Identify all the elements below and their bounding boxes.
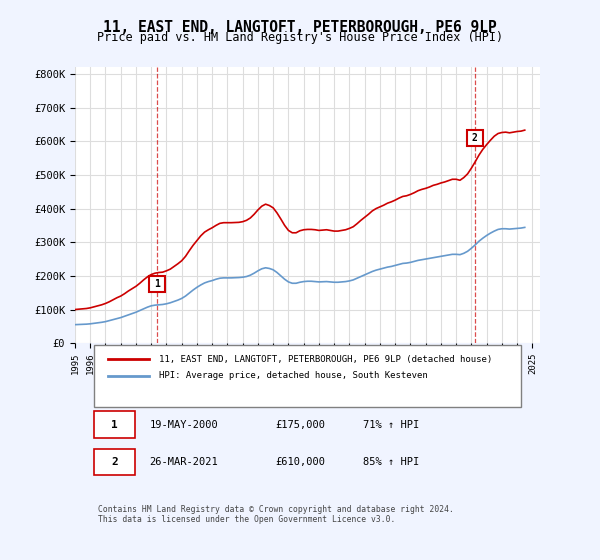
Text: 2: 2 [111,457,118,467]
Text: 85% ↑ HPI: 85% ↑ HPI [364,457,419,467]
Text: 2: 2 [472,133,478,143]
Text: £610,000: £610,000 [275,457,325,467]
Text: HPI: Average price, detached house, South Kesteven: HPI: Average price, detached house, Sout… [158,371,427,380]
FancyBboxPatch shape [94,345,521,407]
Text: Contains HM Land Registry data © Crown copyright and database right 2024.
This d: Contains HM Land Registry data © Crown c… [98,505,454,524]
FancyBboxPatch shape [94,412,136,438]
Text: 26-MAR-2021: 26-MAR-2021 [149,457,218,467]
Text: £175,000: £175,000 [275,419,325,430]
FancyBboxPatch shape [94,449,136,475]
Text: Price paid vs. HM Land Registry's House Price Index (HPI): Price paid vs. HM Land Registry's House … [97,31,503,44]
Text: 11, EAST END, LANGTOFT, PETERBOROUGH, PE6 9LP: 11, EAST END, LANGTOFT, PETERBOROUGH, PE… [103,20,497,35]
Text: 1: 1 [111,419,118,430]
Text: 1: 1 [154,279,160,290]
Text: 11, EAST END, LANGTOFT, PETERBOROUGH, PE6 9LP (detached house): 11, EAST END, LANGTOFT, PETERBOROUGH, PE… [158,355,492,364]
Text: 19-MAY-2000: 19-MAY-2000 [149,419,218,430]
Text: 71% ↑ HPI: 71% ↑ HPI [364,419,419,430]
